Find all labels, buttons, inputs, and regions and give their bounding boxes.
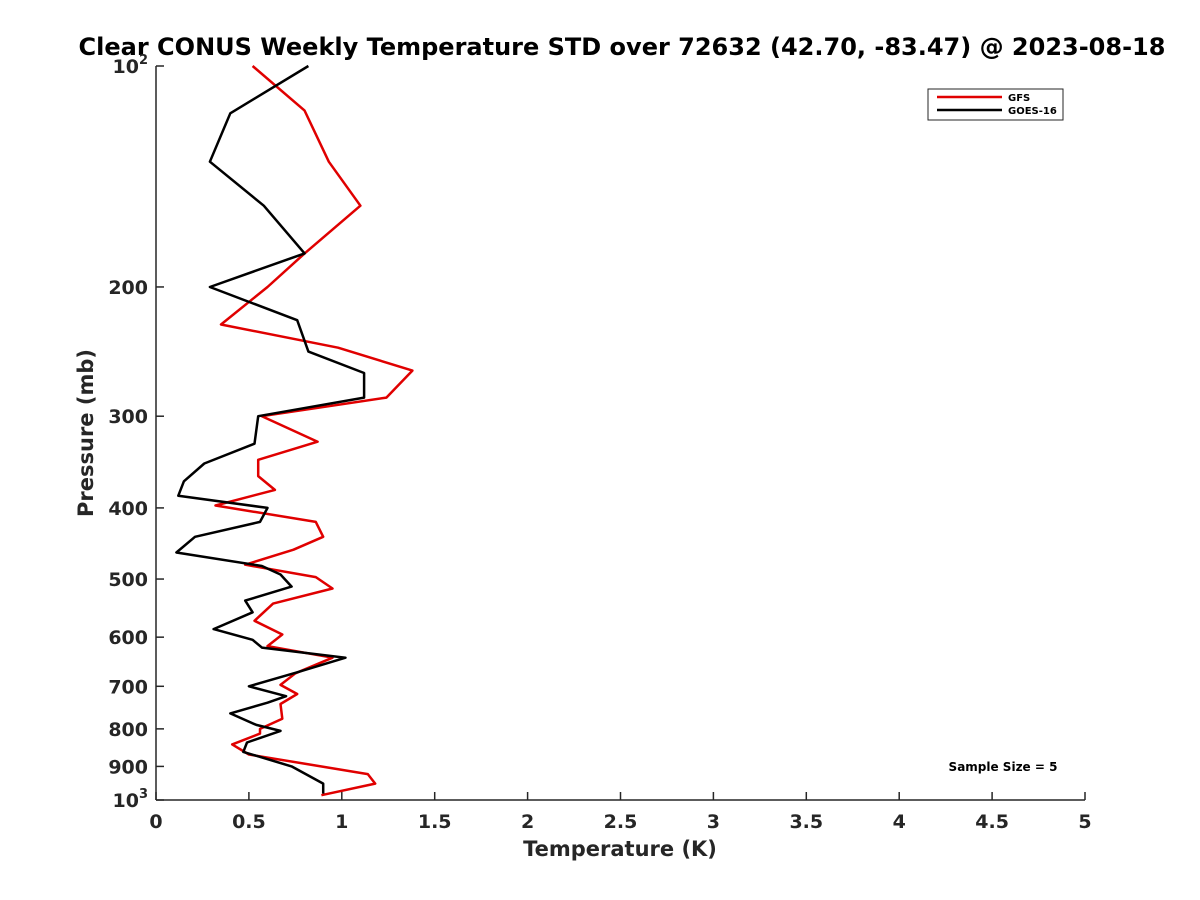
y-tick-label: 700 [108, 676, 148, 698]
x-tick-label: 0.5 [232, 811, 266, 833]
chart-title: Clear CONUS Weekly Temperature STD over … [79, 33, 1166, 61]
legend: GFS GOES-16 [927, 88, 1064, 121]
x-tick-label: 5 [1078, 811, 1091, 833]
y-tick-exponent: 3 [139, 787, 148, 802]
y-tick-label: 200 [108, 277, 148, 299]
x-tick-label: 2 [521, 811, 534, 833]
y-tick-label: 400 [108, 498, 148, 520]
y-tick-label: 300 [108, 406, 148, 428]
legend-label-gfs: GFS [1008, 93, 1030, 104]
y-tick-label: 500 [108, 569, 148, 591]
y-axis-label: Pressure (mb) [74, 349, 98, 517]
x-tick-label: 1.5 [418, 811, 452, 833]
legend-label-goes-16: GOES-16 [1008, 106, 1057, 117]
y-tick-label: 600 [108, 627, 148, 649]
x-tick-label: 4 [893, 811, 906, 833]
y-tick-label-power: 102 [113, 53, 149, 78]
y-tick-label: 900 [108, 756, 148, 778]
sample-size-annotation: Sample Size = 5 [949, 760, 1058, 774]
x-tick-label: 0 [149, 811, 162, 833]
y-tick-label-power: 103 [113, 787, 149, 812]
series-lines [175, 64, 414, 797]
plot-axes [155, 66, 1085, 801]
y-tick-base: 10 [113, 56, 139, 78]
x-tick-label: 3.5 [789, 811, 823, 833]
x-axis-label: Temperature (K) [523, 837, 717, 861]
x-tick-label: 2.5 [604, 811, 638, 833]
x-tick-label: 4.5 [975, 811, 1009, 833]
y-tick-label: 800 [108, 719, 148, 741]
x-tick-label: 1 [335, 811, 348, 833]
series-line-gfs [214, 65, 414, 797]
x-ticks: 0 0.5 1 1.5 2 2.5 3 3.5 4 4.5 5 [149, 792, 1092, 833]
y-tick-base: 10 [113, 790, 139, 812]
x-tick-label: 3 [707, 811, 720, 833]
legend-box [927, 88, 1064, 121]
series-line-goes-16 [175, 64, 366, 794]
y-tick-exponent: 2 [139, 53, 148, 68]
